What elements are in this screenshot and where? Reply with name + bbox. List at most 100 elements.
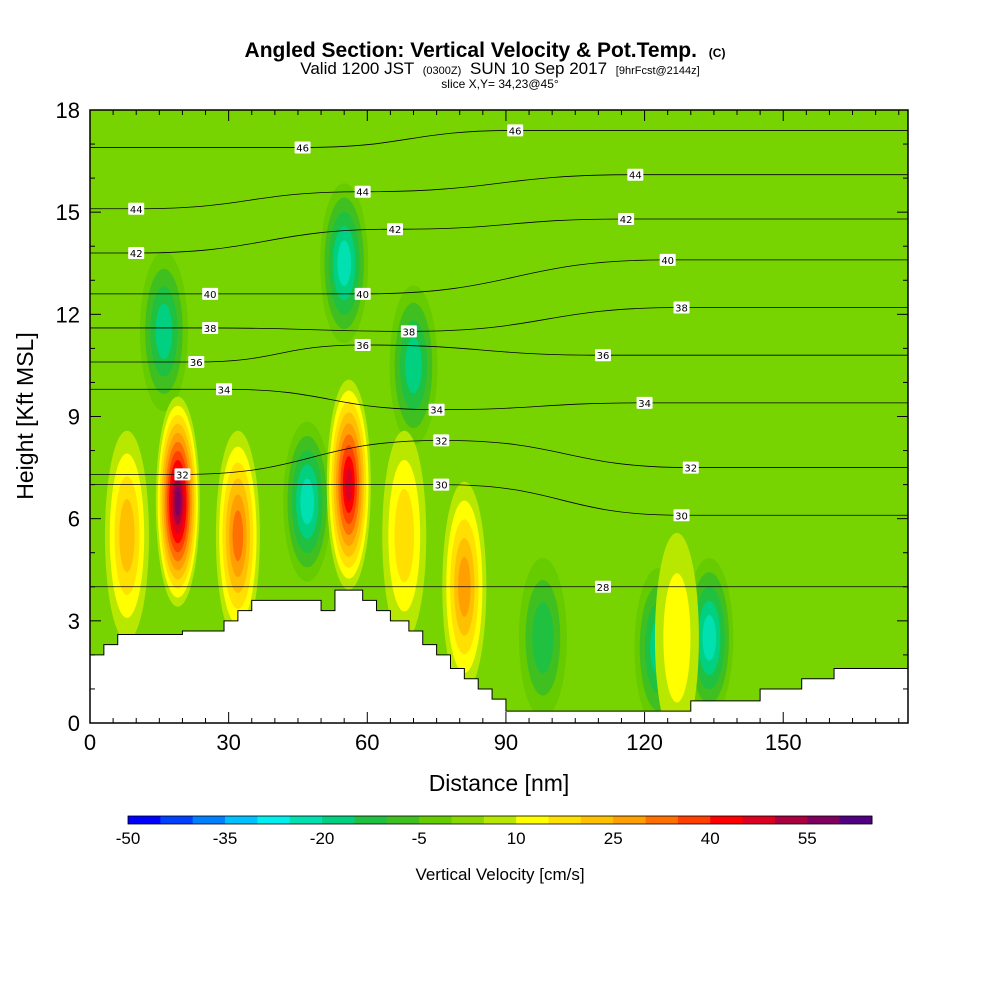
svg-text:44: 44 (130, 205, 143, 216)
svg-text:36: 36 (597, 351, 610, 362)
isentrope-label: 34 (216, 383, 233, 396)
svg-text:30: 30 (675, 511, 688, 522)
downdraft-band (702, 615, 717, 661)
colorbar-swatch (225, 816, 258, 824)
colorbar-swatch (483, 816, 517, 824)
colorbar-tick-label: -35 (213, 829, 238, 848)
colorbar-swatch (160, 816, 194, 824)
colorbar-swatch (516, 816, 550, 824)
colorbar-tick-label: 25 (604, 829, 623, 848)
svg-text:40: 40 (661, 256, 674, 267)
colorbar-swatch (548, 816, 582, 824)
svg-text:34: 34 (218, 385, 231, 396)
downdraft-core (283, 421, 332, 582)
isentrope-label: 32 (433, 434, 450, 447)
svg-text:34: 34 (638, 399, 651, 410)
svg-text:38: 38 (204, 324, 217, 335)
colorbar-swatch (192, 816, 226, 824)
svg-text:30: 30 (435, 481, 448, 492)
colorbar-swatch (354, 816, 388, 824)
colorbar-tick-label: 40 (701, 829, 720, 848)
x-tick-label: 30 (216, 730, 240, 755)
y-tick-label: 0 (68, 711, 80, 736)
colorbar-swatch (613, 816, 647, 824)
svg-text:40: 40 (356, 290, 369, 301)
terrain (90, 589, 908, 723)
x-tick-label: 60 (355, 730, 379, 755)
colorbar-swatch (677, 816, 711, 824)
isentrope-40 (90, 259, 908, 295)
isentrope-label: 34 (636, 396, 653, 410)
colorbar-swatch (645, 816, 679, 824)
isentrope-label: 32 (174, 468, 191, 481)
isentrope-34 (90, 388, 908, 411)
title-utc-time: (0300Z) (423, 65, 462, 77)
x-tick-label: 0 (84, 730, 96, 755)
downdraft-band (532, 602, 554, 674)
svg-text:Angled Section: Vertical Veloc: Angled Section: Vertical Velocity & Pot.… (245, 39, 726, 62)
y-tick-label: 18 (56, 98, 80, 123)
downdraft-band (155, 303, 173, 360)
y-tick-label: 9 (68, 405, 80, 430)
isentrope-label: 40 (659, 253, 676, 267)
updraft-core (215, 430, 260, 641)
updraft-band (232, 510, 244, 562)
colorbar-swatch (839, 816, 873, 824)
colorbar-swatch (451, 816, 485, 824)
isentrope-label: 38 (673, 301, 690, 315)
isentrope-label: 36 (594, 349, 611, 362)
svg-text:38: 38 (403, 327, 416, 338)
isentrope-36 (90, 344, 908, 363)
svg-text:46: 46 (296, 143, 309, 154)
updraft-core (382, 430, 427, 641)
isentrope-label: 36 (354, 338, 371, 352)
downdraft-band (405, 337, 422, 394)
isentrope-label: 44 (354, 185, 371, 199)
title-date: SUN 10 Sep 2017 (470, 59, 607, 78)
title-copyright-tag: (C) (709, 46, 726, 60)
svg-text:32: 32 (684, 464, 697, 475)
colorbar-label: Vertical Velocity [cm/s] (415, 865, 584, 884)
colorbar-swatch (774, 816, 808, 824)
svg-text:46: 46 (509, 126, 522, 137)
updraft-band (174, 487, 181, 517)
title-valid-time: Valid 1200 JST (300, 59, 414, 78)
isentrope-label: 42 (387, 223, 404, 236)
svg-text:38: 38 (675, 304, 688, 315)
isentrope-30 (90, 484, 908, 516)
downdraft-core (139, 251, 188, 412)
downdraft-core (389, 285, 438, 446)
colorbar-swatch (580, 816, 614, 824)
colorbar: -50 -35 -20 -5 10 25 40 55 (116, 815, 873, 848)
isentrope-label: 30 (673, 509, 690, 522)
isentrope-label: 38 (400, 325, 417, 338)
colorbar-tick-label: 10 (507, 829, 526, 848)
colorbar-swatch (289, 816, 323, 824)
plot-area: 28 30 30 32 32 32 34 34 34 36 36 36 38 38 38 40 40 40 42 42… (90, 110, 908, 723)
svg-text:36: 36 (190, 358, 203, 369)
y-tick-label: 6 (68, 507, 80, 532)
colorbar-tick-label: -50 (116, 829, 141, 848)
isentrope-label: 28 (594, 580, 611, 594)
svg-text:40: 40 (204, 290, 217, 301)
colorbar-swatch (710, 816, 744, 824)
colorbar-swatch (419, 816, 452, 824)
chart-title: Angled Section: Vertical Velocity & Pot.… (245, 39, 726, 91)
svg-text:Valid 1200 JST (0300Z): Valid 1200 JST (0300Z) SUN 10 Sep 2017 [… (300, 59, 699, 78)
isentrope-label: 46 (507, 124, 524, 137)
isentrope-label: 34 (428, 403, 445, 417)
downdraft-core (320, 183, 369, 344)
y-tick-label: 12 (56, 302, 80, 327)
colorbar-swatch (322, 816, 355, 824)
x-tick-label: 120 (626, 730, 663, 755)
isentrope-label: 44 (627, 168, 644, 182)
x-axis: 0 30 60 90 120 150 (84, 110, 900, 755)
downdraft-core (685, 557, 734, 718)
isentrope-label: 32 (682, 461, 699, 475)
svg-text:34: 34 (430, 406, 443, 417)
title-line1: Angled Section: Vertical Velocity & Pot.… (245, 39, 697, 62)
title-forecast-run: [9hrFcst@2144z] (616, 65, 700, 77)
updraft-band (394, 489, 415, 583)
x-tick-label: 90 (494, 730, 518, 755)
